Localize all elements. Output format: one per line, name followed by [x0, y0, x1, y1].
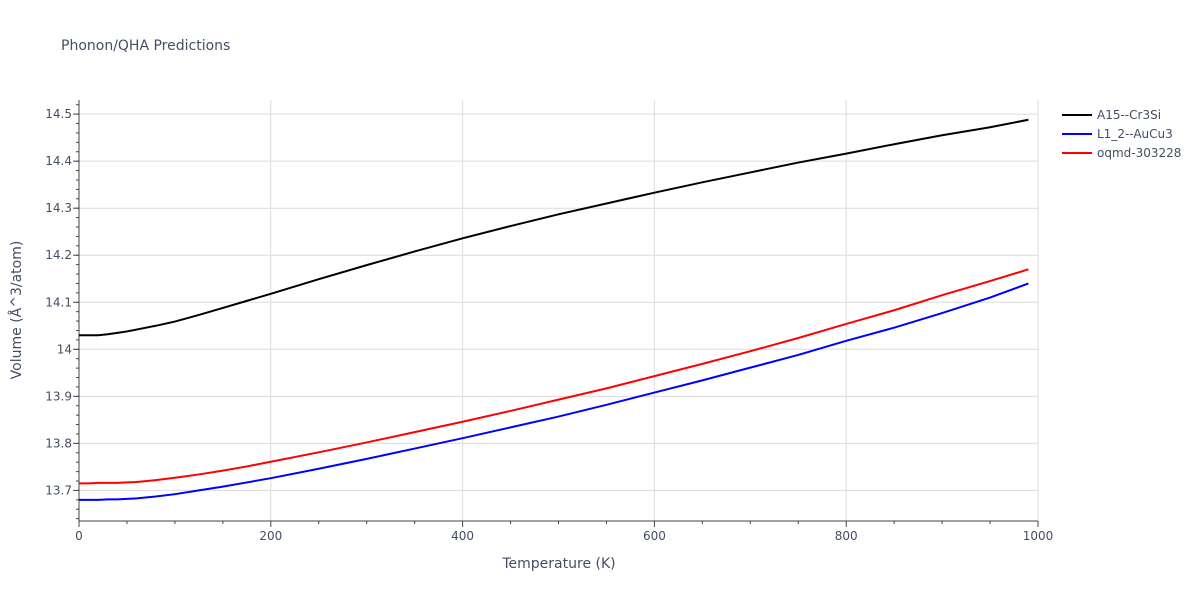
legend-label: L1_2--AuCu3 — [1097, 127, 1173, 141]
y-tick-label: 13.7 — [45, 483, 72, 497]
legend-item[interactable]: L1_2--AuCu3 — [1062, 127, 1173, 141]
y-tick-label: 14.3 — [45, 201, 72, 215]
series-line-2 — [79, 268, 1029, 485]
grid-layer — [79, 100, 1039, 521]
y-tick-label: 14.2 — [45, 248, 72, 262]
x-tick-label: 800 — [835, 529, 858, 543]
x-tick-label: 1000 — [1023, 529, 1054, 543]
y-tick-label: 14.1 — [45, 295, 72, 309]
axes-layer: 0 200 400 600 800 1000 13.7 13.8 13.9 14 14.1 14.2 1… — [45, 100, 1053, 543]
series-line-0 — [79, 118, 1029, 337]
x-tick-label: 600 — [643, 529, 666, 543]
y-tick-label: 14 — [57, 342, 72, 356]
y-tick-label: 13.8 — [45, 436, 72, 450]
x-tick-label: 400 — [451, 529, 474, 543]
series-line-1 — [79, 282, 1029, 501]
legend-label: A15--Cr3Si — [1097, 108, 1161, 122]
x-tick-label: 200 — [259, 529, 282, 543]
legend-label: oqmd-303228 — [1097, 146, 1181, 160]
legend-item[interactable]: oqmd-303228 — [1062, 146, 1181, 160]
y-tick-label: 14.4 — [45, 154, 72, 168]
x-axis-title: Temperature (K) — [501, 556, 615, 572]
chart-title: Phonon/QHA Predictions — [61, 38, 230, 54]
x-tick-label: 0 — [75, 529, 83, 543]
y-tick-label: 14.5 — [45, 107, 72, 121]
y-axis-title: Volume (Å^3/atom) — [8, 241, 25, 380]
series-layer — [79, 118, 1029, 501]
legend-item[interactable]: A15--Cr3Si — [1062, 108, 1161, 122]
y-tick-label: 13.9 — [45, 389, 72, 403]
legend[interactable]: A15--Cr3Si L1_2--AuCu3 oqmd-303228 — [1062, 108, 1181, 160]
